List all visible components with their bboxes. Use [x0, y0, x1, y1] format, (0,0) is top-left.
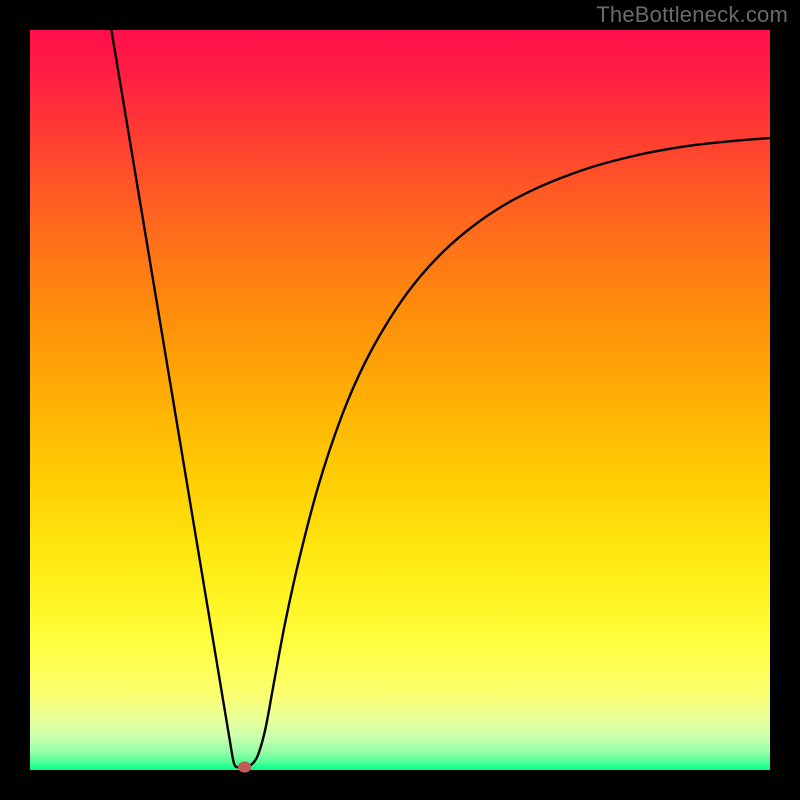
optimal-point-marker: [238, 761, 251, 772]
plot-background: [30, 30, 770, 770]
bottleneck-chart: [0, 0, 800, 800]
